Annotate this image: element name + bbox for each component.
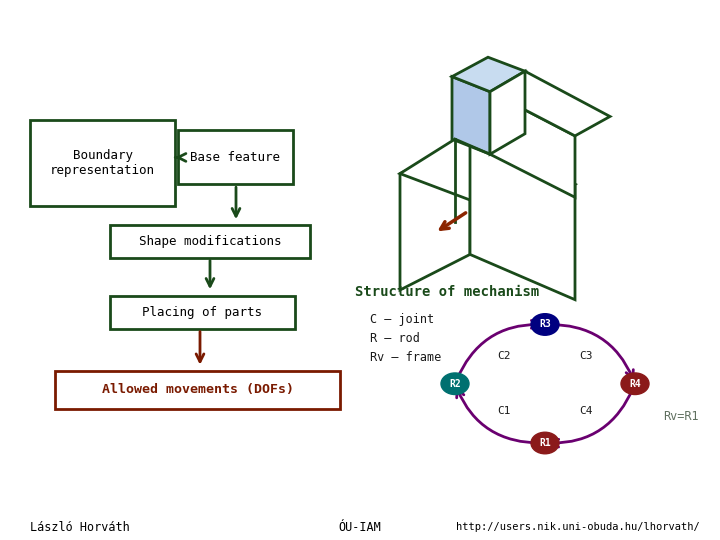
Polygon shape [470, 139, 575, 300]
Polygon shape [490, 92, 575, 197]
Text: László Horváth: László Horváth [30, 521, 130, 534]
Polygon shape [400, 139, 575, 219]
Ellipse shape [441, 373, 469, 395]
Polygon shape [452, 77, 490, 154]
Polygon shape [400, 139, 470, 290]
Text: R – rod: R – rod [370, 332, 420, 345]
Text: Base feature: Base feature [191, 151, 281, 164]
Text: Allowed movements (DOFs): Allowed movements (DOFs) [102, 383, 294, 396]
Text: Rv=R1: Rv=R1 [663, 409, 698, 423]
Polygon shape [490, 71, 525, 154]
Text: Placing of parts: Placing of parts [143, 306, 263, 319]
Text: Shape modifications: Shape modifications [139, 235, 282, 248]
Text: Adding relative movements to solid shapes at relationships: Adding relative movements to solid shape… [19, 12, 701, 32]
Text: R3: R3 [539, 320, 551, 329]
FancyBboxPatch shape [30, 120, 175, 206]
Text: R4: R4 [629, 379, 641, 389]
Polygon shape [490, 71, 610, 136]
Text: R2: R2 [449, 379, 461, 389]
Text: C1: C1 [497, 406, 510, 416]
FancyBboxPatch shape [178, 131, 293, 184]
FancyBboxPatch shape [110, 296, 295, 329]
Text: C2: C2 [497, 352, 510, 361]
Text: C – joint: C – joint [370, 313, 434, 326]
Text: C3: C3 [580, 352, 593, 361]
Polygon shape [452, 57, 525, 92]
Text: ÓU-IAM: ÓU-IAM [338, 521, 382, 534]
FancyBboxPatch shape [110, 225, 310, 258]
Text: Boundary
representation: Boundary representation [50, 149, 155, 177]
Ellipse shape [531, 432, 559, 454]
Ellipse shape [531, 314, 559, 335]
FancyBboxPatch shape [55, 371, 340, 409]
Ellipse shape [621, 373, 649, 395]
Text: Structure of mechanism: Structure of mechanism [355, 285, 539, 299]
Text: http://users.nik.uni-obuda.hu/lhorvath/: http://users.nik.uni-obuda.hu/lhorvath/ [456, 522, 700, 532]
Text: Rv – frame: Rv – frame [370, 352, 441, 365]
Text: C4: C4 [580, 406, 593, 416]
Text: R1: R1 [539, 438, 551, 448]
